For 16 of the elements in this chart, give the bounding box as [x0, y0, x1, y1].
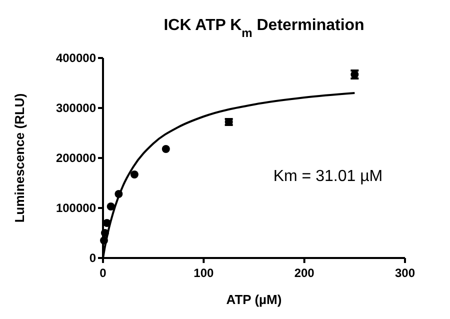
point	[162, 145, 170, 153]
y-tick-label: 100000	[56, 201, 96, 216]
x-tick-label: 200	[294, 266, 315, 280]
y-tick-label: 200000	[56, 151, 96, 166]
y-tick-label: 0	[89, 251, 96, 266]
x-tick-label: 100	[194, 266, 214, 280]
y-tick-label: 300000	[56, 101, 96, 116]
point	[106, 202, 115, 210]
y-axis-title: Luminescence (RLU)	[12, 93, 27, 223]
x-tick-label: 0	[100, 266, 107, 280]
y-tick-label: 400000	[56, 51, 96, 66]
x-axis-title: ATP (µM)	[226, 292, 282, 307]
point	[130, 170, 138, 178]
chart-title: ICK ATP K$_{m}$ Determination	[164, 17, 364, 40]
annotation: Km = 31.01 µM	[273, 168, 383, 185]
x-tick-label: 300	[394, 266, 416, 280]
